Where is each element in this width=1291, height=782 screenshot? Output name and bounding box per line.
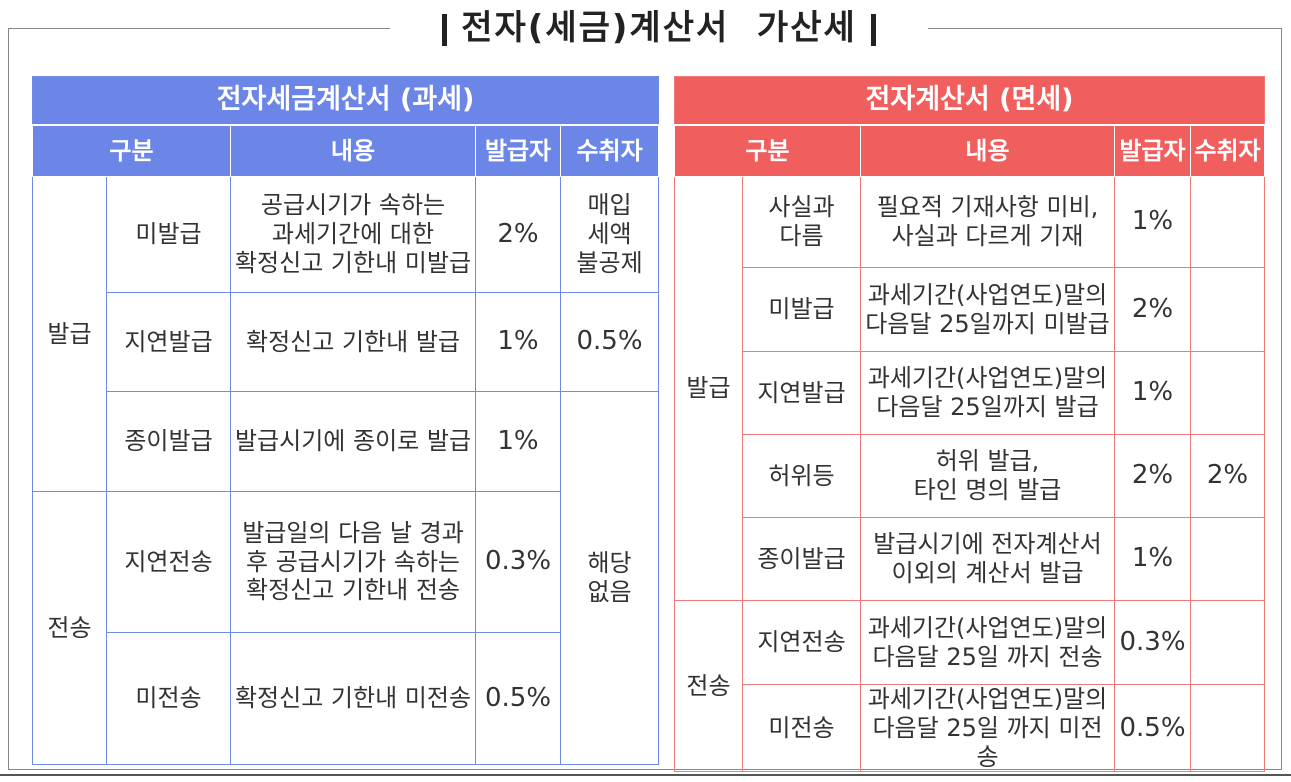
- title-rule-left: [8, 28, 390, 29]
- table-row: 미발급 과세기간(사업연도)말의 다음달 25일까지 미발급 2%: [675, 267, 1265, 352]
- row-content: 과세기간(사업연도)말의 다음달 25일 까지 전송: [860, 600, 1115, 685]
- row-item: 사실과 다름: [742, 176, 861, 268]
- header-issuer: 발급자: [475, 124, 561, 177]
- row-content: 과세기간(사업연도)말의 다음달 25일 까지 미전송: [860, 683, 1115, 773]
- title-bar-right: [870, 13, 876, 46]
- header-content: 내용: [230, 124, 476, 177]
- title-rule-right: [928, 28, 1282, 29]
- header-category: 구분: [32, 124, 231, 177]
- table-row: 미전송 확정신고 기한내 미전송 0.5%: [33, 632, 659, 765]
- table-row: 종이발급 발급시기에 종이로 발급 1% 해당 없음: [33, 391, 660, 765]
- table-row: 전송 지연전송 과세기간(사업연도)말의 다음달 25일 까지 전송 0.3%: [674, 599, 1265, 773]
- recipient-na: 해당 없음: [559, 391, 660, 765]
- row-content: 발급시기에 전자계산서 이외의 계산서 발급: [860, 517, 1115, 601]
- row-recipient-rate: [1190, 517, 1265, 601]
- row-issuer-rate: 1%: [1114, 176, 1191, 268]
- group-issue: 발급: [32, 176, 107, 492]
- row-issuer-rate: 2%: [1114, 267, 1191, 352]
- table-row: 종이발급 발급시기에 전자계산서 이외의 계산서 발급 1%: [675, 517, 1265, 601]
- page-title: 전자(세금)계산서 가산세: [395, 4, 923, 52]
- bottom-rule: [0, 774, 1291, 776]
- row-recipient-rate: [1190, 176, 1265, 268]
- group-issue: 발급: [674, 176, 743, 601]
- table-row: 발급 사실과 다름 필요적 기재사항 미비, 사실과 다르게 기재 1%: [674, 176, 1265, 601]
- row-issuer-rate: 0.3%: [475, 491, 561, 633]
- row-content: 발급일의 다음 날 경과 후 공급시기가 속하는 확정신고 기한내 전송: [230, 491, 476, 633]
- row-content: 필요적 기재사항 미비, 사실과 다르게 기재: [860, 176, 1115, 268]
- row-issuer-rate: 1%: [475, 391, 561, 492]
- table-row: 발급 미발급 공급시기가 속하는 과세기간에 대한 확정신고 기한내 미발급 2…: [32, 176, 660, 492]
- row-recipient-rate: [1190, 683, 1265, 773]
- row-content: 과세기간(사업연도)말의 다음달 25일까지 미발급: [860, 267, 1115, 352]
- row-content: 확정신고 기한내 발급: [230, 292, 476, 392]
- title-text: 전자(세금)계산서 가산세: [461, 8, 857, 48]
- row-item: 미발급: [106, 176, 231, 293]
- row-item: 종이발급: [742, 517, 861, 601]
- header-recipient: 수취자: [559, 124, 660, 177]
- row-recipient-rate: [1190, 267, 1265, 352]
- table-row: 지연발급 과세기간(사업연도)말의 다음달 25일까지 발급 1%: [675, 351, 1265, 435]
- row-recipient-rate: [1190, 351, 1265, 435]
- recipient-nondeduct: 매입 세액 불공제: [559, 176, 660, 293]
- outer-frame: [8, 28, 1282, 770]
- table-header-row: 구분 내용 발급자 수취자: [674, 124, 1265, 177]
- row-item: 지연발급: [742, 351, 861, 435]
- header-recipient: 수취자: [1190, 124, 1265, 177]
- table-row: 전송 지연전송 발급일의 다음 날 경과 후 공급시기가 속하는 확정신고 기한…: [32, 491, 659, 765]
- row-content: 공급시기가 속하는 과세기간에 대한 확정신고 기한내 미발급: [230, 176, 476, 293]
- row-item: 미발급: [742, 267, 861, 352]
- row-item: 지연발급: [106, 292, 231, 392]
- row-issuer-rate: 0.5%: [475, 632, 561, 765]
- row-item: 미전송: [742, 683, 861, 773]
- header-issuer: 발급자: [1114, 124, 1191, 177]
- header-content: 내용: [860, 124, 1115, 177]
- table-caption: 전자계산서 (면세): [674, 76, 1265, 126]
- table-header-row: 구분 내용 발급자 수취자: [32, 124, 660, 177]
- row-recipient-rate: [1190, 600, 1265, 685]
- row-item: 지연전송: [742, 600, 861, 685]
- row-issuer-rate: 2%: [1114, 434, 1191, 518]
- group-transmit: 전송: [674, 599, 743, 773]
- row-issuer-rate: 1%: [1114, 517, 1191, 601]
- row-issuer-rate: 0.3%: [1114, 600, 1191, 685]
- exempt-table: 전자계산서 (면세) 구분 내용 발급자 수취자 발급 사실과 다름 필요적 기…: [674, 76, 1265, 773]
- row-issuer-rate: 1%: [1114, 351, 1191, 435]
- row-content: 발급시기에 종이로 발급: [230, 391, 476, 492]
- row-issuer-rate: 0.5%: [1114, 683, 1191, 773]
- table-row: 미전송 과세기간(사업연도)말의 다음달 25일 까지 미전송 0.5%: [675, 683, 1265, 773]
- table-row: 허위등 허위 발급, 타인 명의 발급 2% 2%: [675, 434, 1265, 518]
- taxable-table: 전자세금계산서 (과세) 구분 내용 발급자 수취자 발급 미발급 공급시기가 …: [31, 76, 660, 765]
- row-content: 확정신고 기한내 미전송: [230, 632, 476, 765]
- row-item: 종이발급: [106, 391, 231, 492]
- row-recipient-rate: 2%: [1190, 434, 1265, 518]
- row-item: 지연전송: [106, 491, 231, 633]
- group-transmit: 전송: [32, 491, 107, 765]
- title-bar-left: [442, 13, 448, 46]
- row-issuer-rate: 2%: [475, 176, 561, 293]
- row-item: 허위등: [742, 434, 861, 518]
- recipient-late: 0.5%: [559, 292, 660, 392]
- row-content: 과세기간(사업연도)말의 다음달 25일까지 발급: [860, 351, 1115, 435]
- row-issuer-rate: 1%: [475, 292, 561, 392]
- row-item: 미전송: [106, 632, 231, 765]
- table-caption: 전자세금계산서 (과세): [31, 76, 660, 126]
- row-content: 허위 발급, 타인 명의 발급: [860, 434, 1115, 518]
- table-row: 지연발급 확정신고 기한내 발급 1% 0.5%: [33, 292, 660, 392]
- header-category: 구분: [674, 124, 861, 177]
